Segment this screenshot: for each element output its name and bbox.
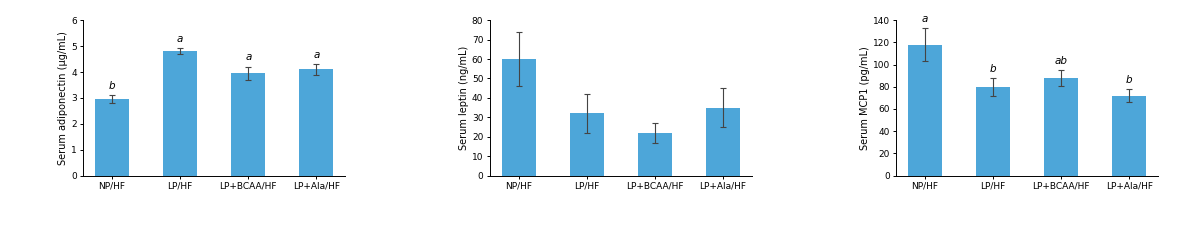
- Bar: [1112, 96, 1146, 176]
- Y-axis label: Serum adiponectin (μg/mL): Serum adiponectin (μg/mL): [58, 31, 69, 165]
- Bar: [570, 113, 604, 176]
- Text: a: a: [245, 52, 252, 63]
- Y-axis label: Serum MCP1 (pg/mL): Serum MCP1 (pg/mL): [860, 46, 870, 150]
- Bar: [1044, 78, 1079, 176]
- Bar: [638, 133, 671, 176]
- Bar: [908, 45, 942, 176]
- Text: a: a: [177, 34, 183, 44]
- Bar: [299, 70, 334, 176]
- Text: b: b: [990, 64, 997, 74]
- Bar: [163, 51, 197, 176]
- Text: b: b: [1126, 75, 1132, 85]
- Y-axis label: Serum leptin (ng/mL): Serum leptin (ng/mL): [459, 46, 469, 150]
- Bar: [232, 73, 265, 176]
- Bar: [95, 99, 129, 176]
- Text: ab: ab: [1055, 56, 1068, 66]
- Text: a: a: [922, 14, 928, 24]
- Text: a: a: [314, 50, 320, 60]
- Bar: [977, 87, 1010, 176]
- Bar: [501, 59, 536, 176]
- Text: b: b: [109, 81, 115, 91]
- Bar: [706, 108, 740, 176]
